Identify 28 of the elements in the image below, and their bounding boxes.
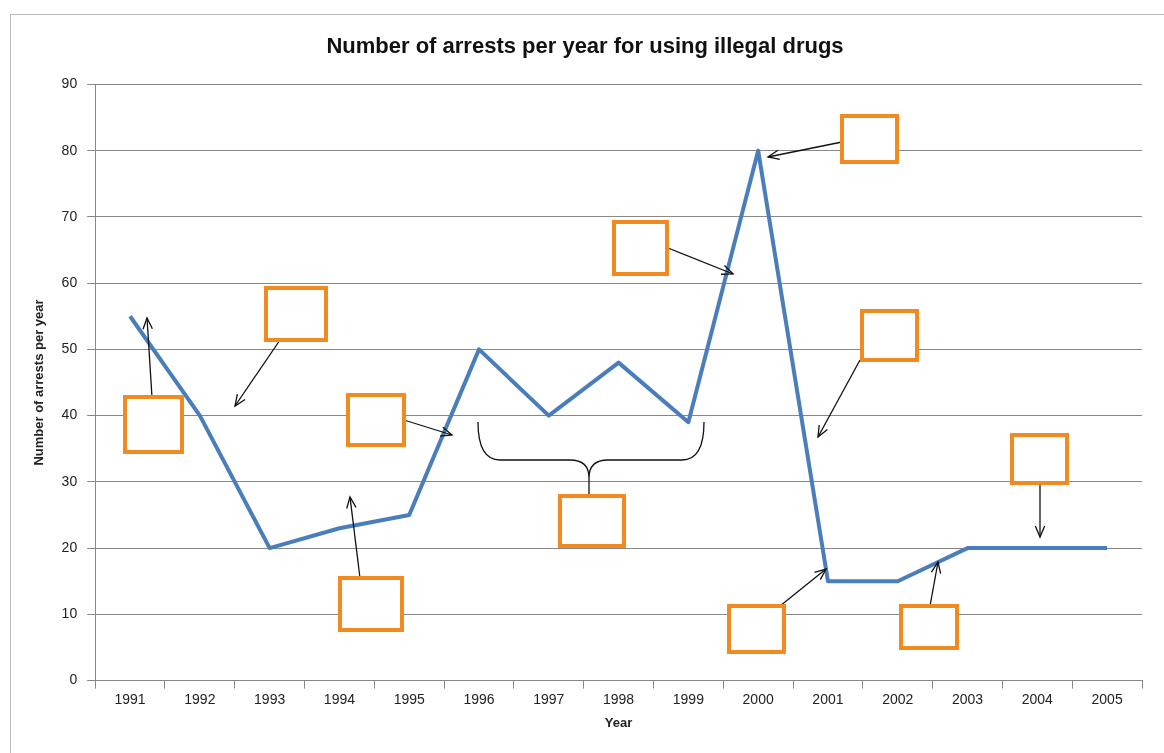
y-tick-label: 50 [61, 340, 78, 357]
x-tick-label: 1992 [184, 690, 216, 707]
x-tick-label: 2000 [742, 690, 774, 707]
x-tick-label: 2002 [882, 690, 914, 707]
x-tick-label: 1995 [393, 690, 425, 707]
x-tick-label: 1991 [114, 690, 146, 707]
y-tick-label: 0 [69, 671, 78, 688]
x-tick-label: 1999 [672, 690, 705, 707]
x-axis-title: Year [604, 714, 633, 730]
x-tick-label: 1994 [323, 690, 356, 707]
x-tick-label: 1993 [254, 690, 286, 707]
x-tick-label: 1998 [603, 690, 635, 707]
x-tick-label: 2001 [812, 690, 844, 707]
chart-title: Number of arrests per year for using illegal drugs [326, 33, 844, 59]
y-tick-label: 90 [61, 75, 78, 92]
y-tick-label: 30 [61, 472, 78, 489]
x-tick-label: 1997 [533, 690, 565, 707]
x-tick-label: 1996 [463, 690, 495, 707]
x-tick-label: 2005 [1091, 690, 1123, 707]
y-tick-label: 40 [61, 406, 78, 423]
x-tick-label: 2003 [951, 690, 984, 707]
y-tick-label: 60 [61, 273, 78, 290]
y-axis-title: Number of arrests per year [31, 299, 47, 466]
y-tick-label: 70 [61, 207, 78, 224]
x-tick-label: 2004 [1021, 690, 1054, 707]
y-tick-label: 80 [61, 141, 78, 158]
y-tick-label: 20 [61, 538, 78, 555]
y-tick-label: 10 [61, 605, 78, 622]
